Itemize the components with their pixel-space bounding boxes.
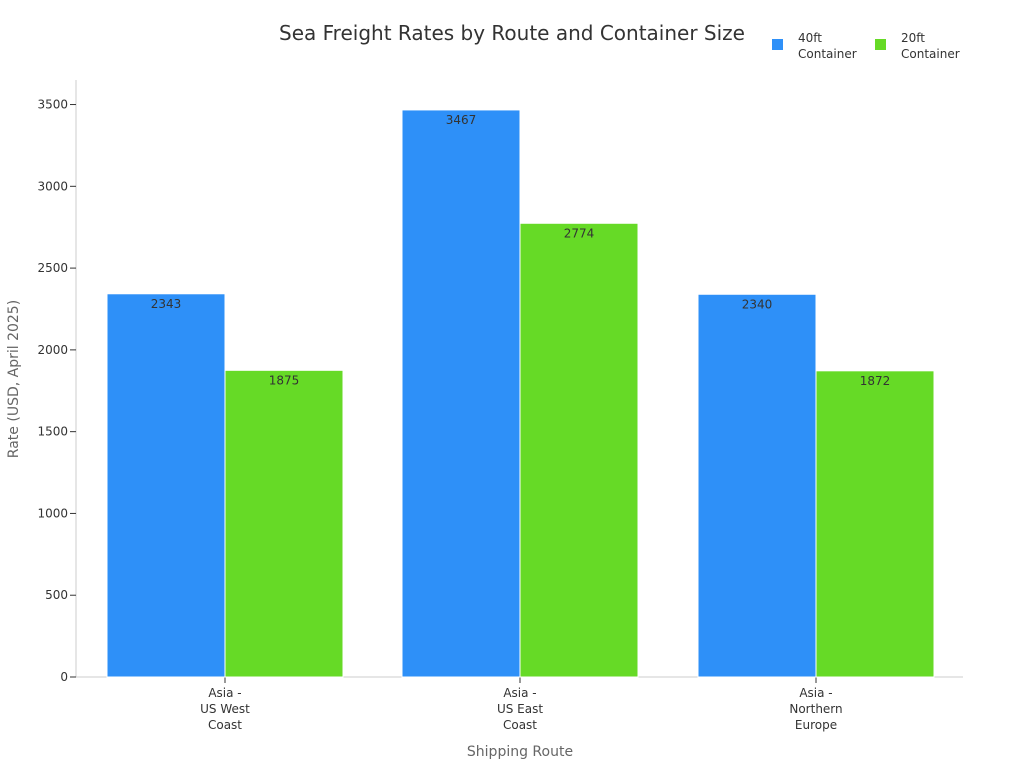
- y-tick-label: 0: [60, 670, 68, 684]
- x-tick-label: Asia -US East Coast: [497, 686, 543, 732]
- y-tick-label: 2500: [37, 261, 68, 275]
- data-label: 2340: [742, 297, 773, 311]
- bars: [106, 109, 935, 678]
- y-tick-label: 500: [45, 588, 68, 602]
- data-label: 2343: [151, 297, 182, 311]
- y-tick-label: 3500: [37, 98, 68, 112]
- bar-20ft-0[interactable]: [224, 369, 344, 678]
- y-tick-label: 1500: [37, 425, 68, 439]
- data-label: 1872: [860, 374, 891, 388]
- legend[interactable]: 40ft Container 20ft Container: [772, 31, 960, 61]
- legend-label: 20ft Container: [901, 31, 960, 61]
- data-label: 3467: [446, 113, 477, 127]
- y-axis: 0 500 1000 1500 2000 2500 3000 3500: [37, 80, 77, 684]
- legend-swatch: [772, 39, 783, 50]
- bar-40ft-2[interactable]: [697, 293, 817, 678]
- y-tick-label: 3000: [37, 179, 68, 193]
- data-label: 1875: [269, 373, 300, 387]
- y-tick-label: 2000: [37, 343, 68, 357]
- chart-title: Sea Freight Rates by Route and Container…: [279, 21, 745, 45]
- legend-swatch: [875, 39, 886, 50]
- legend-item-20ft[interactable]: 20ft Container: [875, 31, 960, 61]
- bar-20ft-1[interactable]: [519, 222, 639, 678]
- bar-40ft-1[interactable]: [401, 109, 521, 678]
- x-tick-label: Asia -Northern Europe: [789, 686, 842, 732]
- data-labels: 2343 3467 2340 1875 2774 1872: [151, 113, 891, 388]
- y-axis-title: Rate (USD, April 2025): [6, 300, 22, 458]
- bar-20ft-2[interactable]: [815, 370, 935, 678]
- data-label: 2774: [564, 226, 595, 240]
- x-axis: Asia -US West Coast Asia -US East Coast Asia…: [76, 676, 963, 732]
- legend-label: 40ft Container: [798, 31, 857, 61]
- legend-item-40ft[interactable]: 40ft Container: [772, 31, 857, 61]
- bar-40ft-0[interactable]: [106, 293, 226, 678]
- x-axis-title: Shipping Route: [467, 744, 573, 760]
- x-tick-label: Asia -US West Coast: [200, 686, 250, 732]
- y-tick-label: 1000: [37, 506, 68, 520]
